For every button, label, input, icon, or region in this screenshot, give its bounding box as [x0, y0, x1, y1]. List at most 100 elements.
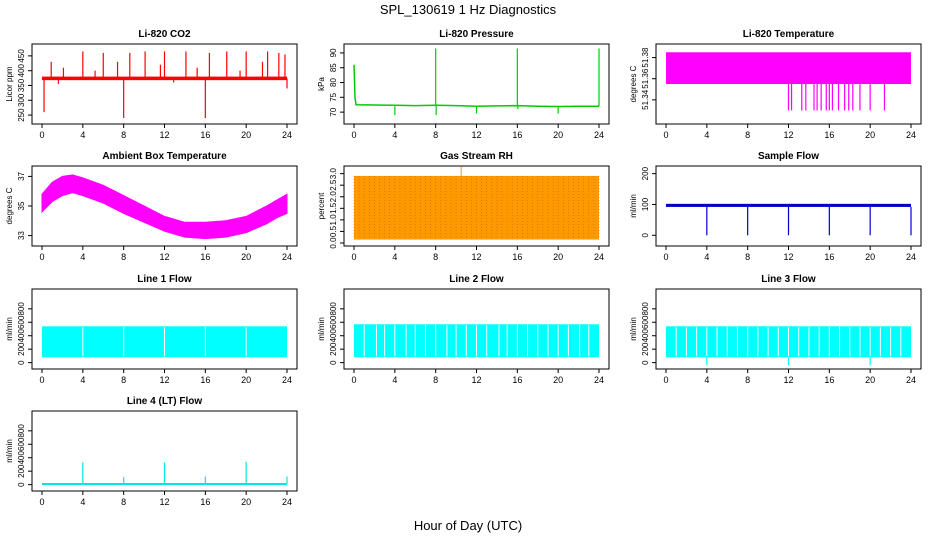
chart-title: Li-820 Temperature	[743, 29, 835, 40]
y-tick-label: 400	[17, 451, 26, 465]
x-tick-label: 16	[200, 375, 210, 385]
x-tick-label: 24	[282, 130, 292, 140]
y-tick-label: 0.0	[329, 237, 338, 249]
y-axis-label: degrees C	[5, 187, 14, 224]
x-tick-label: 8	[121, 497, 126, 507]
y-tick-label: 37	[17, 171, 26, 180]
y-tick-label: 51.38	[641, 47, 650, 68]
x-tick-label: 4	[392, 252, 397, 262]
y-tick-label: 400	[17, 329, 26, 343]
y-tick-label: 2.5	[329, 179, 338, 191]
x-tick-label: 12	[159, 130, 169, 140]
data-band	[666, 203, 911, 207]
y-tick-label: 90	[329, 48, 338, 57]
y-tick-label: 85	[329, 63, 338, 72]
x-tick-label: 0	[351, 130, 356, 140]
x-tick-label: 12	[159, 497, 169, 507]
x-tick-label: 16	[512, 130, 522, 140]
x-tick-label: 16	[824, 252, 834, 262]
y-tick-label: 75	[329, 92, 338, 101]
x-tick-label: 8	[745, 130, 750, 140]
chart-panel-6: Sample Flow 0 4 8 12 16 20 24 0 100 200 ml/min	[629, 151, 922, 262]
y-axis-label: ml/min	[629, 317, 638, 341]
x-tick-label: 16	[824, 375, 834, 385]
y-tick-label: 600	[17, 437, 26, 451]
chart-panel-3: Li-820 Temperature 0 4 8 12 16 20 24 51.3451.365…	[629, 29, 922, 140]
y-tick-label: 51.36	[641, 68, 650, 89]
data-band	[666, 52, 911, 84]
y-tick-label: 400	[17, 63, 26, 77]
x-tick-label: 24	[906, 130, 916, 140]
y-tick-label: 70	[329, 107, 338, 116]
y-tick-label: 2.0	[329, 191, 338, 203]
x-tick-label: 20	[865, 130, 875, 140]
chart-title: Line 2 Flow	[449, 274, 504, 285]
x-tick-label: 8	[433, 375, 438, 385]
x-tick-label: 12	[471, 252, 481, 262]
x-tick-label: 12	[783, 252, 793, 262]
chart-title: Line 4 (LT) Flow	[127, 396, 203, 407]
x-tick-label: 20	[241, 375, 251, 385]
x-tick-label: 20	[553, 252, 563, 262]
data-line	[353, 64, 599, 108]
y-tick-label: 800	[17, 424, 26, 438]
x-tick-label: 16	[200, 252, 210, 262]
x-tick-label: 20	[241, 497, 251, 507]
y-tick-label: 350	[17, 78, 26, 92]
chart-panel-7: Line 1 Flow 0 4 8 12 16 20 24 0 200400600800ml/mi…	[5, 274, 298, 385]
x-tick-label: 4	[80, 130, 85, 140]
x-tick-label: 12	[471, 130, 481, 140]
x-tick-label: 24	[906, 375, 916, 385]
x-tick-label: 24	[906, 252, 916, 262]
x-tick-label: 0	[39, 130, 44, 140]
x-tick-label: 20	[865, 375, 875, 385]
y-axis-label: ml/min	[317, 317, 326, 341]
y-tick-label: 300	[17, 93, 26, 107]
y-axis-label: percent	[317, 192, 326, 219]
y-tick-label: 400	[329, 329, 338, 343]
x-tick-label: 8	[121, 252, 126, 262]
x-tick-label: 0	[351, 375, 356, 385]
y-tick-label: 0	[17, 482, 26, 487]
chart-title: Sample Flow	[758, 151, 819, 162]
x-tick-label: 16	[512, 252, 522, 262]
y-tick-label: 600	[17, 315, 26, 329]
x-tick-label: 0	[39, 375, 44, 385]
x-tick-label: 16	[200, 130, 210, 140]
y-tick-label: 100	[641, 197, 650, 211]
x-tick-label: 4	[704, 130, 709, 140]
y-tick-label: 600	[329, 315, 338, 329]
y-axis-label: ml/min	[5, 317, 14, 341]
y-tick-label: 600	[641, 315, 650, 329]
y-tick-label: 200	[329, 342, 338, 356]
y-tick-label: 800	[17, 302, 26, 316]
y-tick-label: 0	[17, 360, 26, 365]
y-tick-label: 0	[329, 360, 338, 365]
chart-panel-1: Li-820 CO2 0 4 8 12 16 20 24 250300350400450Lico…	[5, 29, 298, 140]
y-tick-label: 250	[17, 108, 26, 122]
x-tick-label: 12	[783, 375, 793, 385]
y-axis-label: Licor ppm	[5, 66, 14, 101]
x-tick-label: 8	[745, 252, 750, 262]
x-tick-label: 16	[512, 375, 522, 385]
chart-title: Line 1 Flow	[137, 274, 192, 285]
x-tick-label: 4	[80, 497, 85, 507]
y-tick-label: 200	[17, 464, 26, 478]
chart-title: Ambient Box Temperature	[102, 151, 227, 162]
y-axis-label: degrees C	[629, 65, 638, 102]
y-tick-label: 200	[641, 342, 650, 356]
x-tick-label: 4	[392, 130, 397, 140]
x-tick-label: 0	[663, 130, 668, 140]
y-tick-label: 400	[641, 329, 650, 343]
x-tick-label: 0	[39, 252, 44, 262]
x-tick-label: 4	[704, 375, 709, 385]
chart-title: Li-820 Pressure	[439, 29, 514, 40]
x-tick-label: 0	[663, 252, 668, 262]
y-tick-label: 33	[17, 231, 26, 240]
y-tick-label: 51.34	[641, 89, 650, 110]
chart-title: Gas Stream RH	[440, 151, 513, 162]
y-tick-label: 0	[641, 233, 650, 238]
y-axis-label: ml/min	[629, 194, 638, 218]
x-tick-label: 8	[433, 252, 438, 262]
